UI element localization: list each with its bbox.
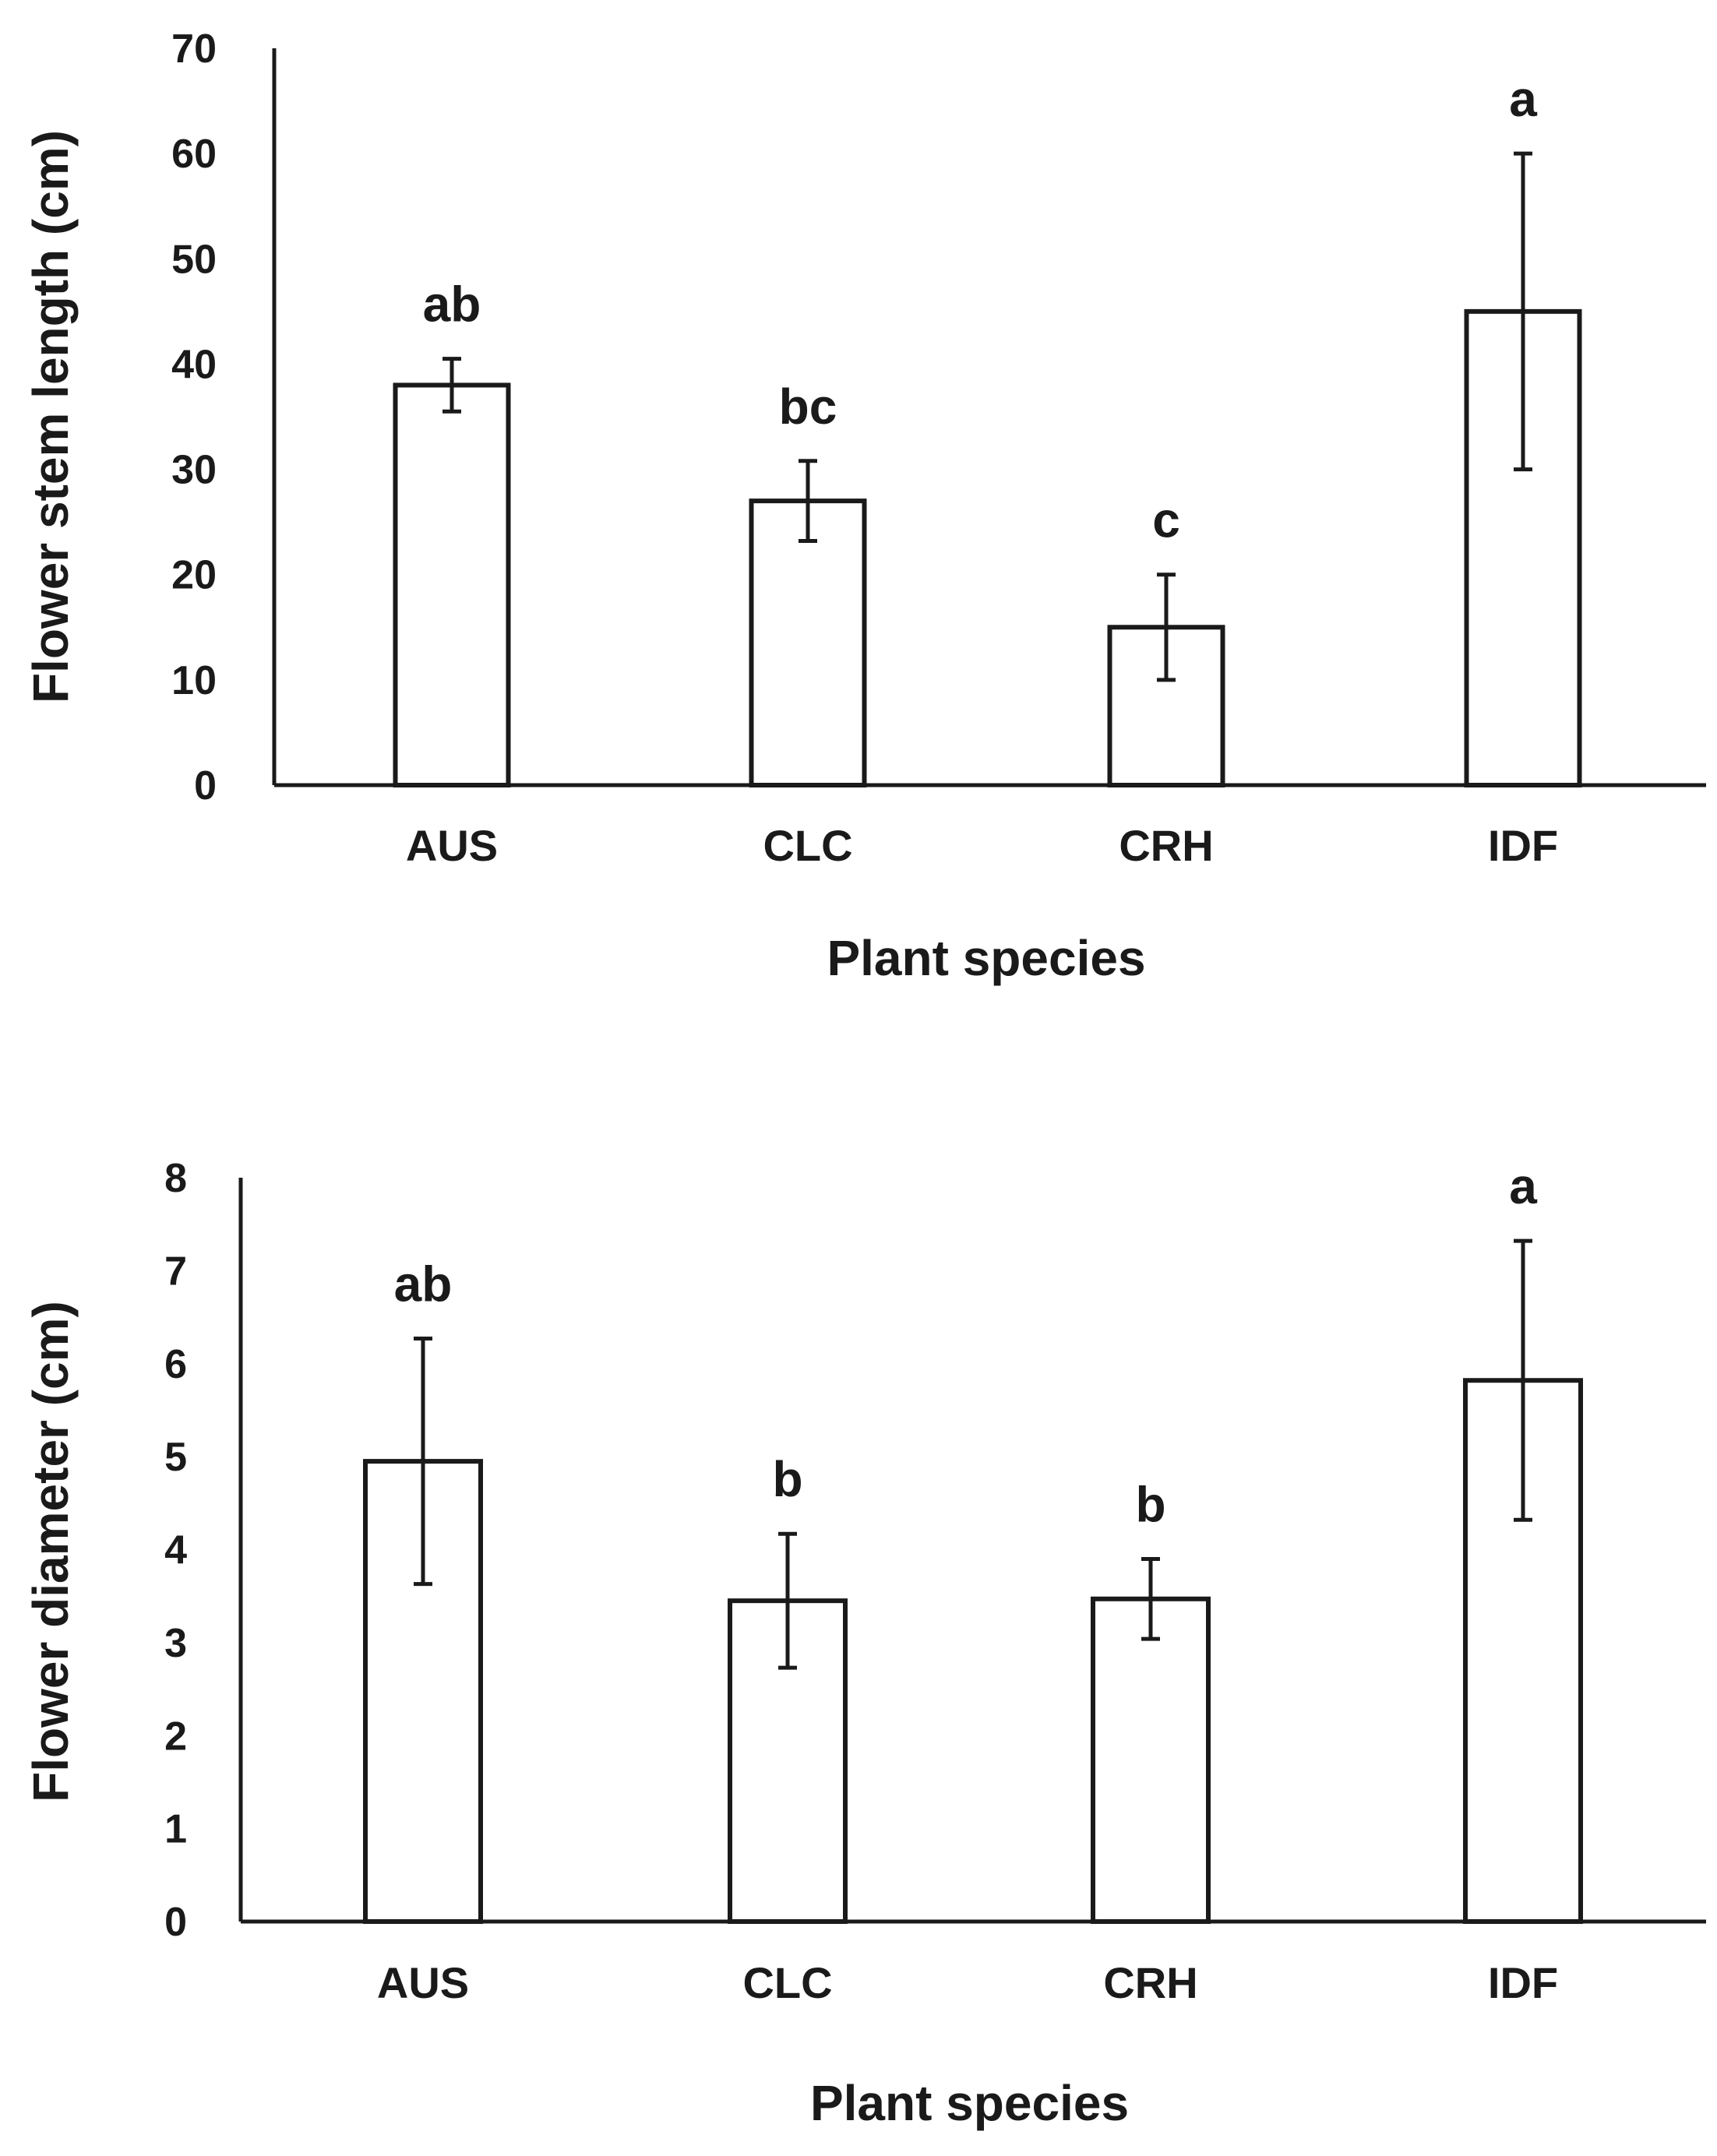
chart-0-x-tick-label: IDF [1488, 821, 1558, 870]
chart-1-y-tick-label: 7 [164, 1249, 187, 1294]
chart-0-bar-clc [749, 498, 867, 787]
chart-1-x-tick-label: CRH [1103, 1958, 1197, 2007]
chart-1-x-tick-label: AUS [377, 1958, 469, 2007]
chart-0-x-tick-label: CRH [1119, 821, 1213, 870]
chart-1-significance-label: b [772, 1451, 802, 1507]
chart-0-y-tick-label: 70 [171, 26, 217, 72]
chart-0-significance-label: ab [423, 277, 481, 333]
chart-0-y-axis-title: Flower stem length (cm) [23, 130, 79, 703]
chart-1-bar-crh [1091, 1596, 1211, 1924]
chart-0-x-axis-title: Plant species [827, 930, 1145, 986]
chart-1-x-tick-label: CLC [742, 1958, 832, 2007]
flower-stem-length-chart: 0 10 20 30 40 50 60 70 ab AUS bc CLC c CRH a IDF Plant s… [23, 26, 1706, 986]
chart-0-significance-label: c [1152, 492, 1180, 548]
chart-1-significance-label: a [1509, 1158, 1537, 1214]
chart-1-y-tick-label: 1 [164, 1807, 187, 1852]
chart-1-y-tick-label: 5 [164, 1435, 187, 1480]
chart-0-x-tick-label: CLC [763, 821, 852, 870]
chart-1-y-tick-label: 3 [164, 1621, 187, 1666]
chart-1-x-axis-title: Plant species [810, 2075, 1129, 2131]
chart-1-significance-label: ab [394, 1256, 453, 1312]
chart-1-x-tick-label: IDF [1488, 1958, 1558, 2007]
chart-0-y-tick-label: 10 [171, 658, 217, 703]
chart-0-significance-label: bc [779, 379, 837, 435]
chart-0-y-tick-label: 0 [194, 763, 217, 808]
chart-1-y-axis-title: Flower diameter (cm) [23, 1301, 79, 1802]
chart-0-bar-aus [393, 382, 511, 787]
chart-1-significance-label: b [1135, 1476, 1165, 1532]
chart-0-y-tick-label: 60 [171, 132, 217, 177]
chart-1-y-tick-label: 0 [164, 1900, 187, 1945]
chart-1-y-tick-label: 8 [164, 1156, 187, 1201]
chart-0-y-tick-label: 50 [171, 237, 217, 282]
chart-1-y-tick-label: 4 [164, 1528, 187, 1573]
chart-0-y-tick-label: 40 [171, 342, 217, 387]
chart-0-x-tick-label: AUS [406, 821, 498, 870]
chart-0-y-tick-label: 30 [171, 448, 217, 493]
chart-1-y-tick-label: 6 [164, 1342, 187, 1387]
chart-1-y-tick-label: 2 [164, 1714, 187, 1759]
chart-0-significance-label: a [1509, 71, 1537, 127]
flower-diameter-chart: 0 1 2 3 4 5 6 7 8 ab AUS b CLC b CRH a IDF Plant species F… [23, 1156, 1706, 2131]
chart-0-y-tick-label: 20 [171, 553, 217, 598]
chart-1-bar-aus [363, 1459, 483, 1924]
